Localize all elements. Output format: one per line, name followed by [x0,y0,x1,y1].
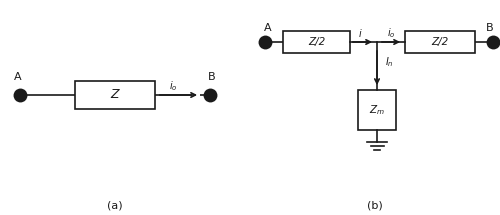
Text: $Z_m$: $Z_m$ [369,103,385,117]
Text: B: B [208,72,216,82]
Text: $i_o$: $i_o$ [169,79,177,93]
Bar [358,90,396,130]
Text: $i$: $i$ [358,27,362,39]
Bar [75,81,155,109]
Text: Z: Z [110,89,120,101]
Text: $I_n$: $I_n$ [385,55,394,69]
Text: B: B [486,23,494,33]
Text: Z/2: Z/2 [308,37,325,47]
Text: (a): (a) [107,200,123,210]
Text: $i_o$: $i_o$ [386,26,396,40]
Text: (b): (b) [367,200,383,210]
Text: Z/2: Z/2 [432,37,448,47]
Bar [283,31,350,53]
Bar [405,31,475,53]
Text: A: A [264,23,272,33]
Text: A: A [14,72,22,82]
